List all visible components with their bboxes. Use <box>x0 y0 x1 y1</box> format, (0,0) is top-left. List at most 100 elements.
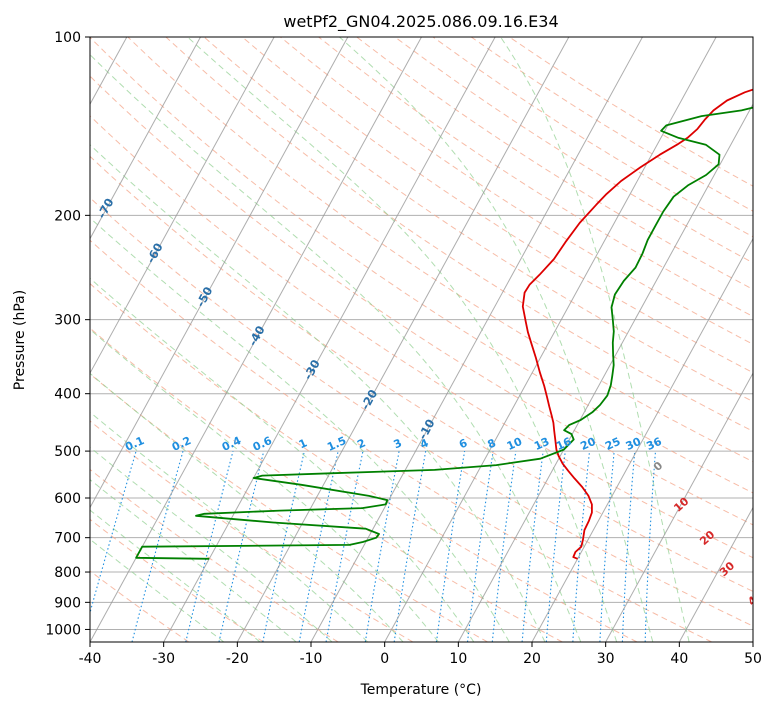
mixing-ratio-line <box>262 450 305 642</box>
mixing-ratio-line <box>545 451 566 642</box>
dry-adiabat <box>90 420 414 642</box>
mixing-ratio-label: 13 <box>532 435 551 453</box>
moist-adiabat <box>90 509 261 642</box>
isotherm-line <box>90 37 201 240</box>
moist-adiabat <box>90 538 225 642</box>
mixing-ratio-line <box>572 451 591 642</box>
dry-adiabat-label: 40 <box>745 588 765 608</box>
y-axis-label: Pressure (hPa) <box>12 290 28 390</box>
dry-adiabat-label: 30 <box>717 559 737 579</box>
moist-adiabat <box>90 277 475 642</box>
x-tick-label: -40 <box>79 651 102 667</box>
isotherm-line <box>163 37 496 642</box>
mixing-ratio-line <box>90 450 137 615</box>
moist-adiabat <box>500 37 690 642</box>
isotherm-line <box>457 103 753 642</box>
mixing-ratio-line <box>435 451 466 642</box>
mixing-ratio-line <box>621 451 636 642</box>
dry-adiabat <box>280 37 753 345</box>
mixing-ratio-label: 36 <box>644 435 664 453</box>
y-tick-label: 400 <box>54 387 81 403</box>
dry-adiabat <box>90 327 563 642</box>
isotherm-line <box>236 37 570 642</box>
y-tick-label: 700 <box>54 531 81 547</box>
plot-area: -100-90-80-70-60-50-40-30-20-100.10.20.4… <box>3 37 765 642</box>
dry-adiabat <box>90 75 753 526</box>
isotherm-label: -30 <box>301 357 323 382</box>
pressure-grid <box>90 37 753 630</box>
y-tick-label: 800 <box>54 565 81 581</box>
chart-title: wetPf2_GN04.2025.086.09.16.E34 <box>283 12 558 32</box>
isotherm-label: -90 <box>3 94 25 119</box>
isotherms <box>90 37 753 642</box>
isotherm-line <box>90 37 422 642</box>
mixing-ratio-label: 25 <box>603 435 622 453</box>
plot-frame <box>89 36 754 643</box>
isotherm-label: -60 <box>144 241 166 266</box>
mixing-ratio-label: 30 <box>624 435 644 453</box>
dry-adiabat <box>90 518 264 642</box>
y-tick-label: 200 <box>54 208 81 224</box>
y-tick-label: 1000 <box>45 622 81 638</box>
isotherm-label: -20 <box>358 387 380 412</box>
x-tick-label: -20 <box>226 651 249 667</box>
mixing-ratio-lines <box>90 450 657 642</box>
dry-adiabat <box>203 37 753 403</box>
dry-adiabats <box>90 37 753 642</box>
moist-adiabat <box>90 144 546 642</box>
moist-adiabat <box>339 37 654 642</box>
y-tick-label: 300 <box>54 313 81 329</box>
dry-adiabat <box>90 197 753 627</box>
moist-adiabat <box>90 446 333 642</box>
mixing-ratio-label: 1 <box>297 436 309 451</box>
dry-adiabat-label: 20 <box>697 528 717 548</box>
isotherm-label: -70 <box>94 196 116 221</box>
dry-adiabat <box>90 570 190 642</box>
isotherm-line <box>384 37 717 642</box>
isotherm-line <box>752 640 753 642</box>
dry-adiabat <box>356 37 753 290</box>
x-tick-label: 30 <box>597 651 615 667</box>
x-tick-label: 50 <box>744 651 762 667</box>
dewpoint-trace <box>135 106 753 560</box>
x-tick-label: 20 <box>523 651 541 667</box>
moist-adiabat <box>90 54 582 642</box>
dry-adiabat <box>90 155 753 592</box>
moist-adiabat <box>90 372 404 642</box>
moist-adiabat <box>90 328 439 642</box>
mixing-ratio-label: 16 <box>554 435 574 453</box>
dry-adiabat <box>318 37 753 318</box>
mixing-ratio-label: 6 <box>457 436 470 451</box>
x-tick-label: 40 <box>670 651 688 667</box>
mixing-ratio-label: 10 <box>505 435 525 453</box>
dry-adiabat <box>394 37 753 264</box>
dry-adiabat <box>90 239 712 642</box>
moist-adiabats <box>90 37 690 642</box>
x-tick-label: 10 <box>449 651 467 667</box>
mixing-ratio-line <box>218 450 265 642</box>
dry-adiabat <box>241 37 753 374</box>
dry-adiabat <box>165 37 753 432</box>
mixing-ratio-line <box>521 451 544 642</box>
dry-adiabat <box>509 37 753 187</box>
x-tick-label: -10 <box>300 651 323 667</box>
dry-adiabat <box>90 282 638 642</box>
isotherm-label: -80 <box>44 153 66 178</box>
moist-adiabat <box>187 37 618 642</box>
y-tick-label: 500 <box>54 444 81 460</box>
mixing-ratio-label: 2 <box>355 436 367 451</box>
x-axis-ticks: -40 -30 -20 -10 0 10 20 30 40 50 <box>79 642 762 667</box>
isotherm-line <box>90 37 349 509</box>
temperature-trace <box>521 88 753 560</box>
moist-adiabat <box>90 478 297 642</box>
y-axis-ticks: 100 200 300 400 500 600 700 800 900 1000 <box>45 30 90 638</box>
isotherm-line <box>310 37 643 642</box>
x-tick-label: 0 <box>380 651 389 667</box>
y-tick-label: 600 <box>54 491 81 507</box>
mixing-ratio-line <box>491 451 517 642</box>
sounding-traces <box>135 88 753 560</box>
isotherm-line <box>531 237 753 642</box>
x-axis-label: Temperature (°C) <box>360 682 482 698</box>
isotherm-label: -50 <box>193 284 215 309</box>
